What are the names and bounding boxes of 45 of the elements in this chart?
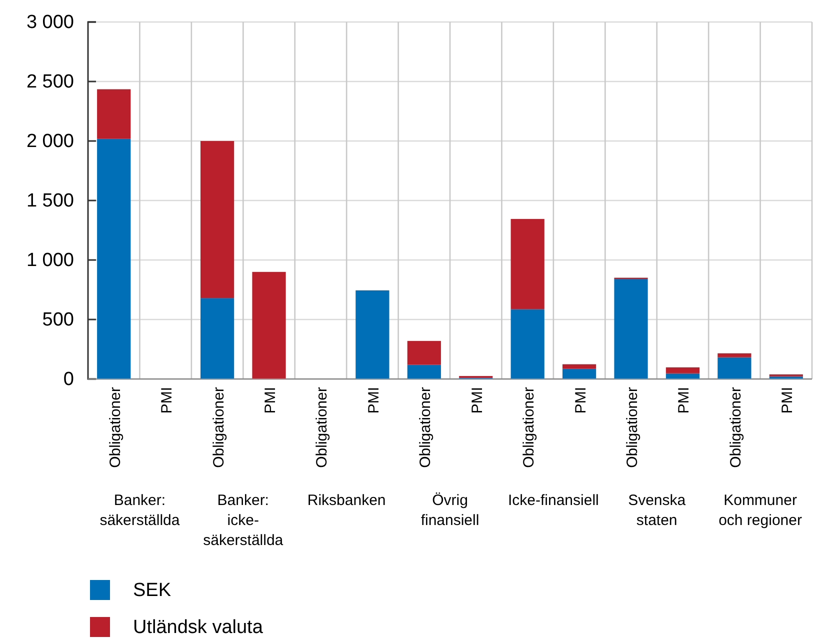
x-tick-label: PMI xyxy=(779,387,796,414)
bar xyxy=(252,272,286,379)
x-tick-label: Obligationer xyxy=(520,387,538,468)
x-tick-label: PMI xyxy=(676,387,693,414)
text: Banker: säkerställda xyxy=(100,492,180,529)
bar xyxy=(97,89,131,139)
bar xyxy=(562,364,596,369)
bar xyxy=(407,364,441,379)
bar xyxy=(718,357,752,379)
bar xyxy=(356,290,390,379)
x-tick-label: PMI xyxy=(572,387,590,414)
text: Icke-finansiell xyxy=(508,492,599,509)
bar xyxy=(200,298,234,379)
text: Banker: icke- säkerställda xyxy=(203,492,284,549)
bar xyxy=(562,368,596,379)
x-tick-label: Obligationer xyxy=(210,387,228,468)
text: Svenska staten xyxy=(628,492,686,529)
x-tick-label: PMI xyxy=(365,387,382,414)
bar xyxy=(200,141,234,298)
text: Riksbanken xyxy=(307,492,386,509)
bar xyxy=(614,279,648,379)
x-tick-label: PMI xyxy=(158,387,176,414)
x-tick-label: PMI xyxy=(468,387,486,414)
x-tick-label: Obligationer xyxy=(106,387,124,468)
bar xyxy=(510,218,544,310)
bar xyxy=(666,367,700,374)
text: Övrig finansiell xyxy=(420,492,480,529)
text: Kommuner och regioner xyxy=(718,492,802,529)
bar xyxy=(510,309,544,379)
y-tick-label: 0 xyxy=(63,369,74,390)
y-tick-label: 3 000 xyxy=(26,12,74,34)
y-tick-label: 1 500 xyxy=(26,190,74,212)
y-tick-label: 2 500 xyxy=(26,72,74,93)
y-tick-label: 500 xyxy=(42,310,74,331)
x-tick-label: Obligationer xyxy=(727,387,744,468)
x-tick-label: Obligationer xyxy=(314,387,331,468)
bar xyxy=(97,138,131,379)
legend-label: SEK xyxy=(133,580,172,601)
y-tick-label: 1 000 xyxy=(26,250,74,272)
y-tick-label: 2 000 xyxy=(26,131,74,152)
legend-label: Utländsk valuta xyxy=(133,617,264,638)
bar xyxy=(407,340,441,365)
x-tick-label: PMI xyxy=(262,387,279,414)
x-tick-label: Obligationer xyxy=(417,387,434,468)
x-tick-label: Obligationer xyxy=(624,387,641,468)
